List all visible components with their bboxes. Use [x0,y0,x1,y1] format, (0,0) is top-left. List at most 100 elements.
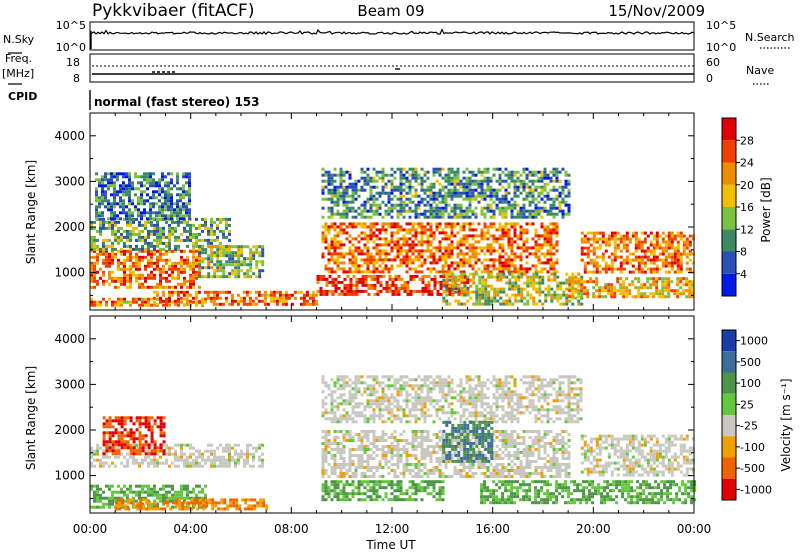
heatmap-cell [450,234,454,238]
heatmap-cell [549,264,553,268]
heatmap-cell [510,240,514,244]
heatmap-cell [150,493,153,497]
heatmap-cell [504,222,508,226]
heatmap-cell [147,443,151,447]
heatmap-cell [152,193,155,197]
heatmap-cell [414,258,418,262]
heatmap-cell [321,231,325,235]
heatmap-cell [489,176,493,180]
heatmap-cell [256,504,260,508]
heatmap-cell [564,212,568,216]
heatmap-cell [426,222,430,226]
heatmap-cell [541,275,545,279]
heatmap-cell [433,280,437,284]
heatmap-cell [339,176,343,180]
heatmap-cell [426,203,430,207]
heatmap-cell [483,176,487,180]
heatmap-cell [462,222,466,226]
heatmap-cell [405,197,409,201]
heatmap-cell [210,241,213,245]
heatmap-cell [142,504,146,508]
heatmap-cell [257,290,261,294]
heatmap-cell [93,303,96,307]
heatmap-cell [514,284,518,288]
heatmap-cell [399,261,403,265]
heatmap-cell [330,225,334,229]
heatmap-cell [583,264,587,268]
heatmap-cell [549,258,553,262]
heatmap-cell [201,247,204,251]
heatmap-cell [456,206,460,210]
heatmap-cell [174,229,177,233]
heatmap-cell [171,446,174,450]
heatmap-cell [561,167,565,171]
heatmap-cell [182,184,185,188]
heatmap-cell [405,176,409,180]
heatmap-cell [532,272,536,276]
heatmap-cell [514,281,518,285]
heatmap-cell [343,292,347,296]
heatmap-cell [450,249,454,253]
heatmap-cell [501,270,505,274]
heatmap-cell [327,179,331,183]
heatmap-cell [330,200,334,204]
heatmap-cell [670,280,674,284]
heatmap-cell [123,261,126,265]
heatmap-cell [207,266,211,270]
heatmap-cell [402,203,406,207]
heatmap-cell [423,179,427,183]
heatmap-cell [385,289,389,293]
heatmap-cell [471,237,475,241]
heatmap-cell [516,246,520,250]
heatmap-cell [417,243,421,247]
heatmap-cell [405,261,409,265]
heatmap-cell [676,240,680,244]
heatmap-cell [162,258,165,262]
heatmap-cell [174,226,177,230]
heatmap-cell [150,434,154,438]
heatmap-cell [132,255,135,259]
heatmap-cell [525,209,529,213]
heatmap-cell [420,249,424,253]
heatmap-cell [456,179,460,183]
heatmap-cell [381,167,385,171]
heatmap-cell [399,170,403,174]
heatmap-cell [625,249,629,253]
heatmap-cell [517,299,521,303]
heatmap-cell [162,499,165,503]
heatmap-cell [152,205,155,209]
heatmap-cell [182,190,185,194]
heatmap-cell [471,264,475,268]
heatmap-cell [228,238,231,242]
heatmap-cell [346,292,350,296]
heatmap-cell [418,289,422,293]
heatmap-cell [423,209,427,213]
heatmap-cell [179,214,182,218]
heatmap-cell [135,437,139,441]
heatmap-cell [180,452,183,456]
heatmap-cell [468,255,472,259]
heatmap-cell [149,211,152,215]
heatmap-cell [179,193,182,197]
heatmap-cell [450,182,454,186]
heatmap-cell [429,209,433,213]
heatmap-cell [631,231,635,235]
heatmap-cell [561,185,565,189]
heatmap-cell [592,237,596,241]
heatmap-cell [207,254,211,258]
heatmap-cell [622,280,626,284]
heatmap-cell [420,234,424,238]
heatmap-cell [170,193,173,197]
heatmap-cell [351,270,355,274]
heatmap-cell [170,214,173,218]
heatmap-cell [625,292,629,296]
heatmap-cell [163,501,167,505]
heatmap-cell [429,206,433,210]
heatmap-cell [519,173,523,177]
heatmap-cell [607,243,611,247]
heatmap-cell [601,267,605,271]
heatmap-cell [237,254,241,258]
heatmap-cell [388,286,392,290]
heatmap-cell [391,289,395,293]
heatmap-cell [558,206,562,210]
